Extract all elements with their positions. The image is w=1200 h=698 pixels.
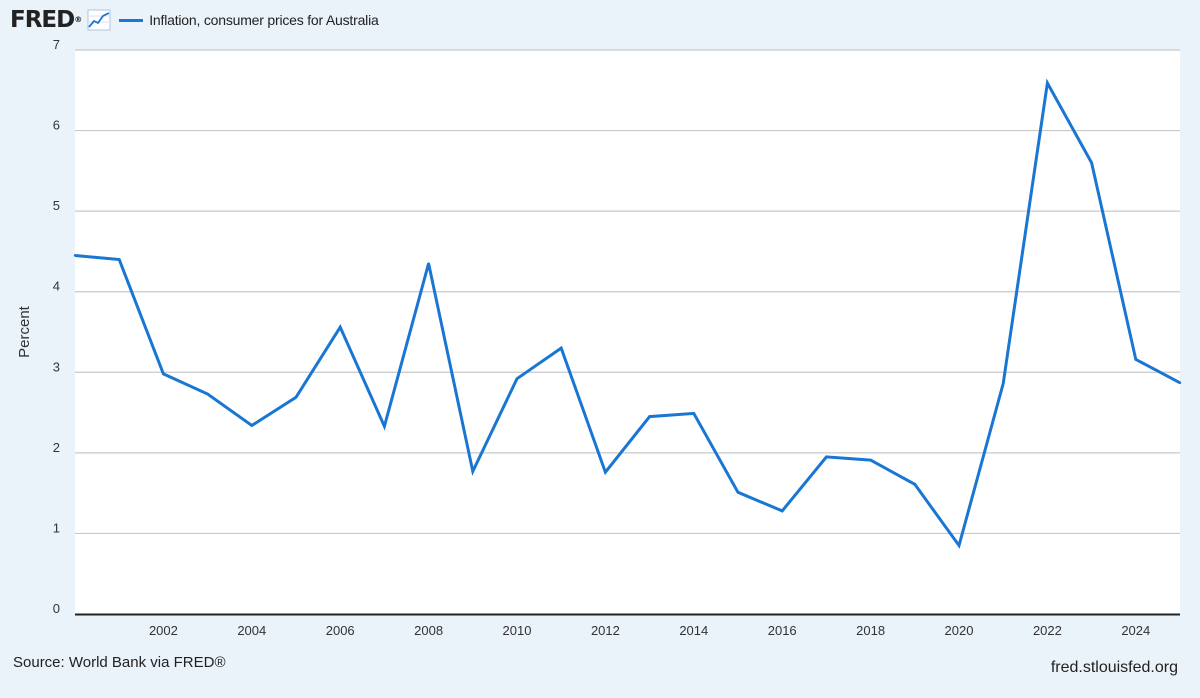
data-point[interactable] bbox=[692, 412, 695, 415]
line-chart-icon bbox=[87, 9, 111, 31]
data-point[interactable] bbox=[604, 470, 607, 474]
legend-swatch bbox=[119, 18, 144, 22]
data-point[interactable] bbox=[869, 458, 872, 462]
x-tick-label: 2006 bbox=[326, 623, 355, 638]
series-group bbox=[73, 78, 1182, 549]
data-point[interactable] bbox=[73, 254, 77, 257]
x-tick-label: 2002 bbox=[149, 623, 178, 638]
data-point[interactable] bbox=[1178, 381, 1182, 384]
data-point[interactable] bbox=[1002, 382, 1005, 385]
x-tick-label: 2004 bbox=[237, 623, 266, 638]
y-tick-label: 4 bbox=[53, 279, 60, 294]
data-point[interactable] bbox=[825, 455, 828, 459]
x-tick-label: 2012 bbox=[591, 623, 620, 638]
y-axis-ticks: 0 1 2 3 4 5 6 7 bbox=[53, 37, 60, 616]
y-tick-label: 5 bbox=[53, 198, 60, 213]
data-point[interactable] bbox=[427, 262, 430, 265]
data-point[interactable] bbox=[913, 483, 916, 486]
data-point[interactable] bbox=[294, 396, 298, 399]
data-point[interactable] bbox=[560, 346, 563, 350]
grid-lines bbox=[75, 49, 1180, 535]
data-point[interactable] bbox=[781, 509, 784, 513]
chart-header: FRED® Inflation, consumer prices for Aus… bbox=[10, 6, 379, 34]
data-point[interactable] bbox=[736, 491, 740, 494]
data-point[interactable] bbox=[1134, 358, 1138, 361]
data-point[interactable] bbox=[118, 258, 121, 261]
y-axis-label: Percent bbox=[16, 305, 33, 358]
data-point[interactable] bbox=[957, 544, 961, 547]
x-tick-label: 2008 bbox=[414, 623, 443, 638]
data-point[interactable] bbox=[250, 424, 253, 427]
data-point[interactable] bbox=[515, 377, 519, 380]
data-point[interactable] bbox=[206, 392, 209, 396]
data-point[interactable] bbox=[471, 470, 474, 473]
data-point[interactable] bbox=[1046, 81, 1049, 85]
y-tick-label: 7 bbox=[53, 37, 60, 52]
legend-label: Inflation, consumer prices for Australia bbox=[149, 12, 379, 28]
x-tick-label: 2016 bbox=[768, 623, 797, 638]
chart-legend[interactable]: Inflation, consumer prices for Australia bbox=[119, 12, 379, 28]
site-link[interactable]: fred.stlouisfed.org bbox=[1050, 659, 1178, 676]
x-tick-label: 2020 bbox=[945, 623, 974, 638]
y-tick-label: 6 bbox=[53, 118, 60, 133]
x-tick-label: 2010 bbox=[503, 623, 532, 638]
series-line[interactable] bbox=[74, 78, 1181, 549]
y-tick-label: 2 bbox=[53, 440, 60, 455]
y-tick-label: 1 bbox=[53, 520, 60, 535]
data-point[interactable] bbox=[383, 425, 386, 428]
y-tick-label: 0 bbox=[53, 601, 60, 616]
fred-logo[interactable]: FRED® bbox=[10, 7, 82, 33]
data-point[interactable] bbox=[1090, 161, 1093, 164]
y-tick-label: 3 bbox=[53, 359, 60, 374]
data-point[interactable] bbox=[339, 325, 342, 329]
x-axis-ticks: 2002 2004 2006 2008 2010 2012 2014 2016 2018 2020… bbox=[149, 623, 1150, 638]
x-tick-label: 2022 bbox=[1033, 623, 1062, 638]
data-point[interactable] bbox=[162, 372, 165, 376]
x-tick-label: 2014 bbox=[679, 623, 708, 638]
plot-area bbox=[75, 50, 1180, 614]
x-tick-label: 2024 bbox=[1121, 623, 1150, 638]
x-tick-label: 2018 bbox=[856, 623, 885, 638]
data-point[interactable] bbox=[648, 415, 651, 418]
source-note: Source: World Bank via FRED® bbox=[13, 654, 226, 671]
